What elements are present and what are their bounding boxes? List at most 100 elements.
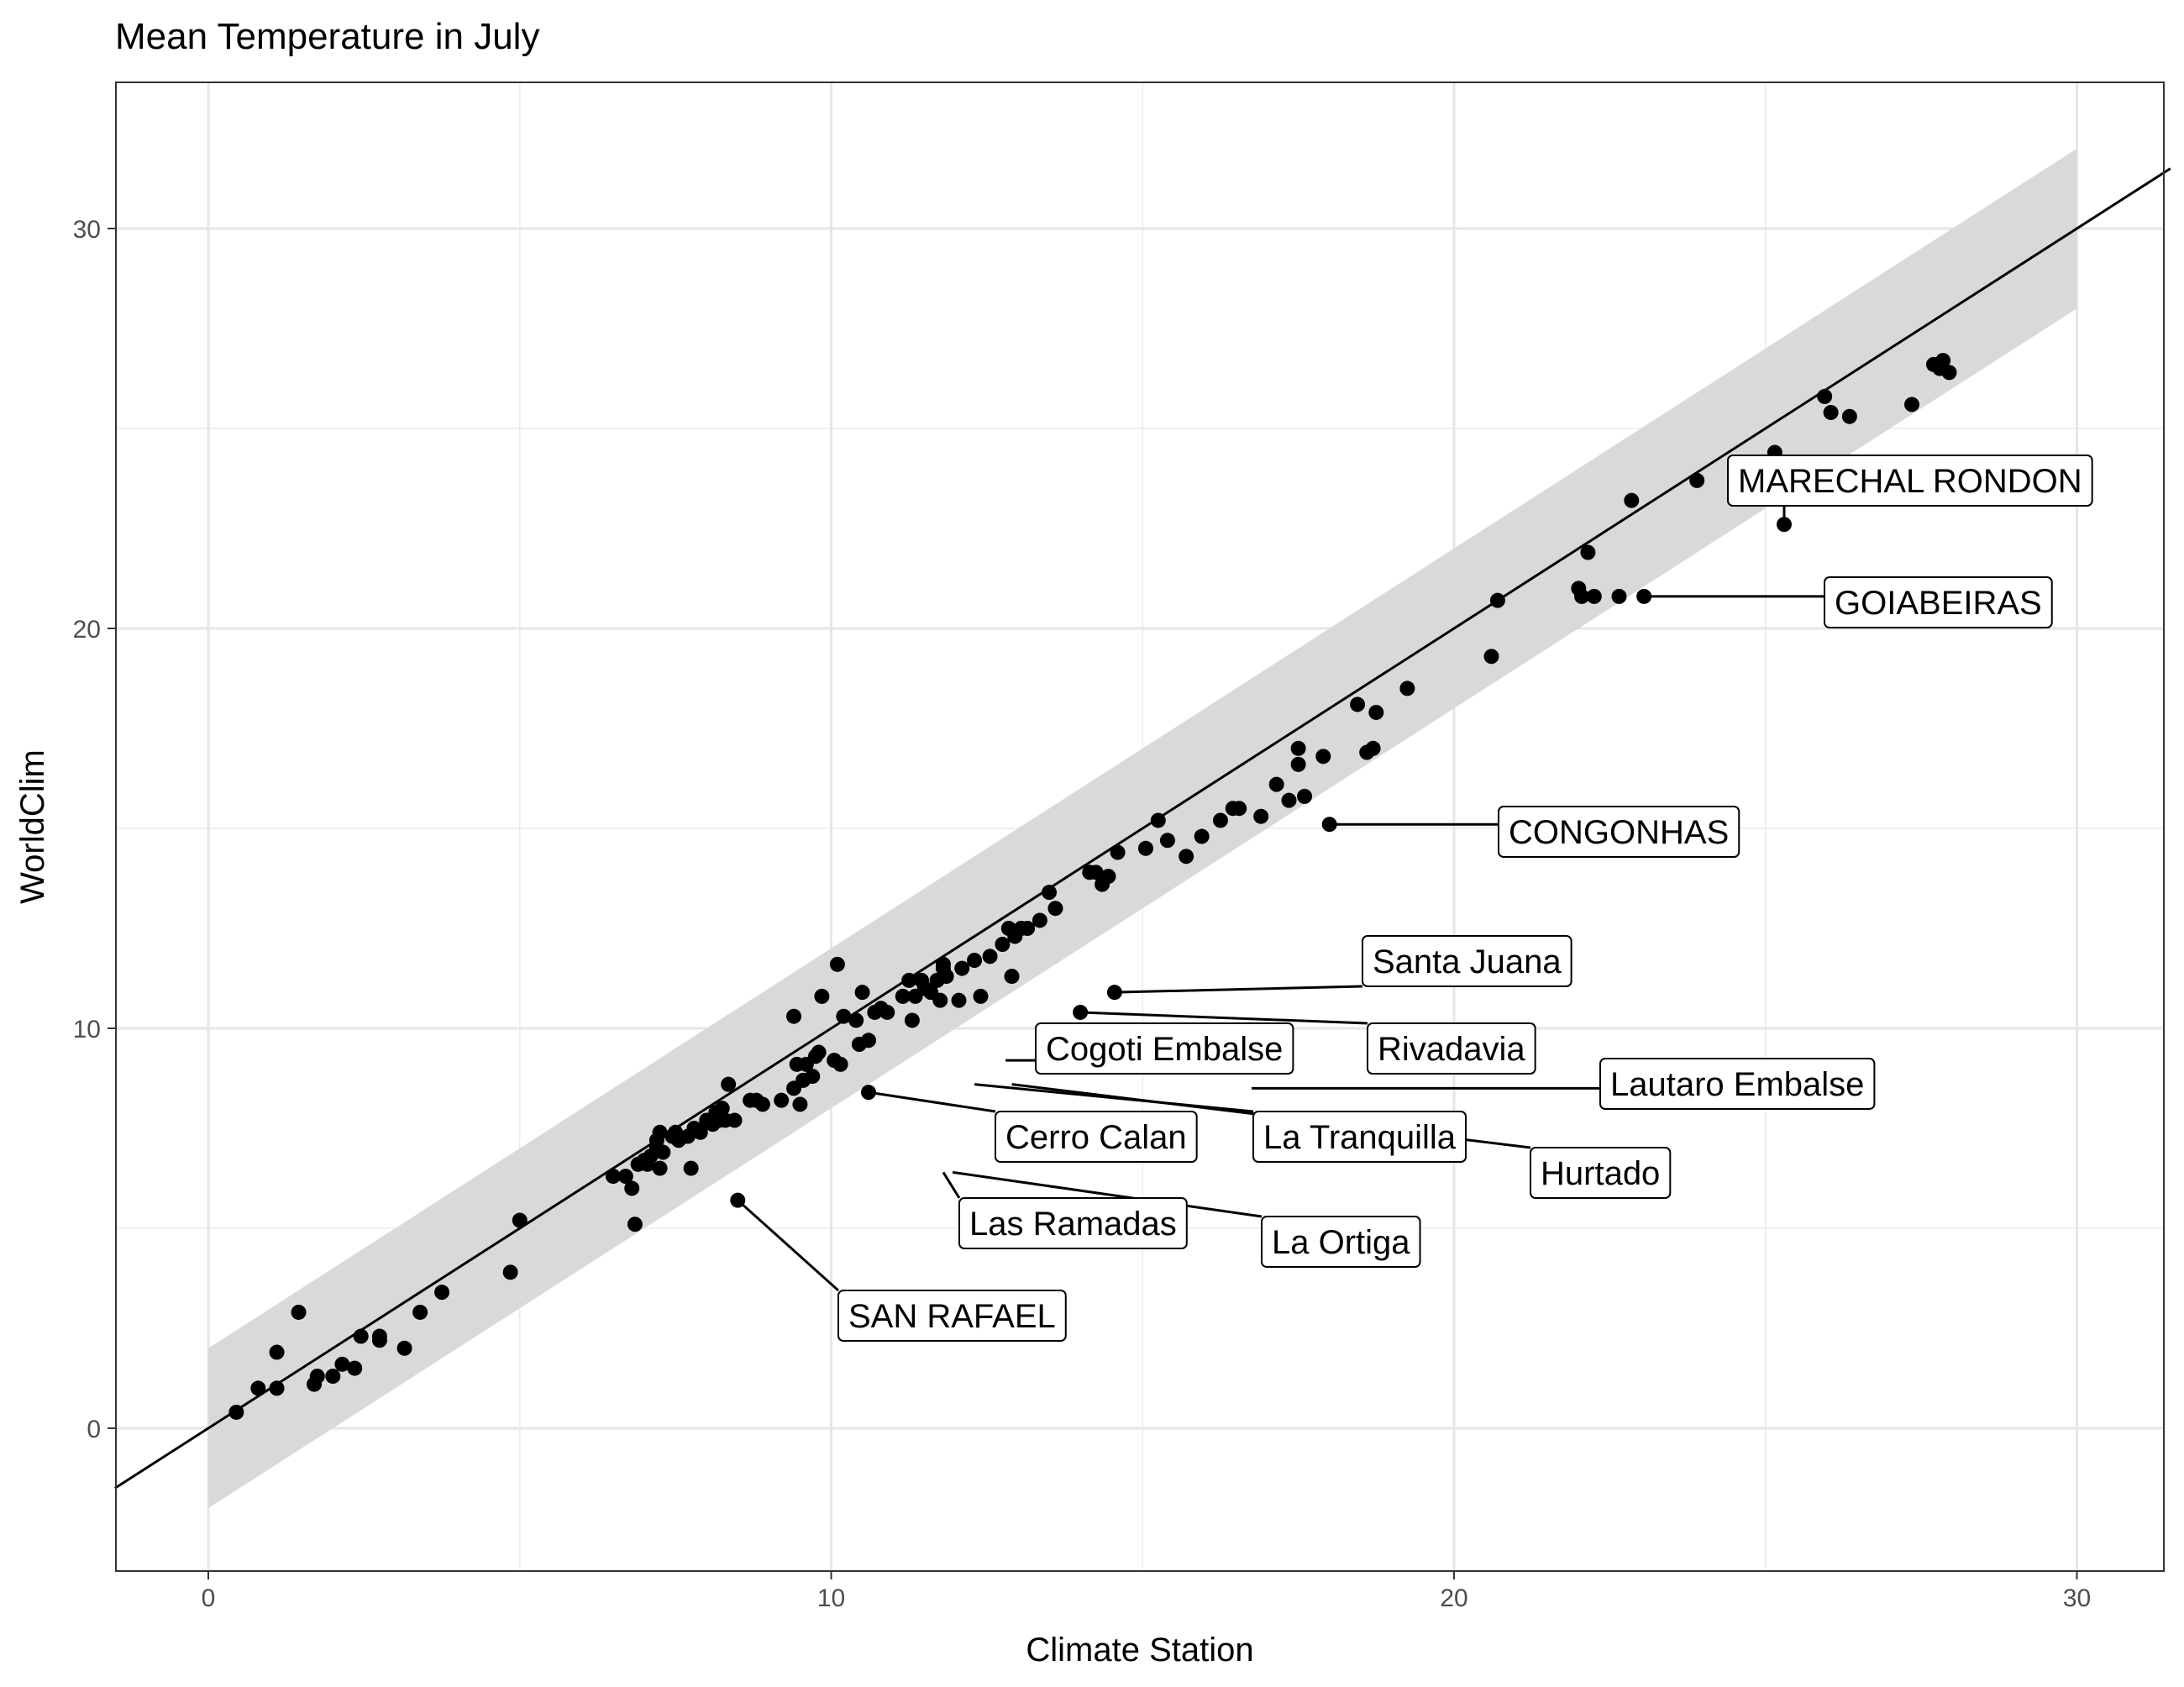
data-point xyxy=(1935,353,1951,369)
annotation-label-box xyxy=(1252,1111,1467,1163)
axis-layer: 0 10 20 30 0 10 20 30 xyxy=(73,216,2092,1612)
data-point xyxy=(1110,844,1126,860)
data-point xyxy=(325,1369,341,1385)
data-point xyxy=(1290,740,1306,756)
data-point xyxy=(1032,912,1047,928)
chart-title: Mean Temperature in July xyxy=(115,16,539,57)
data-point xyxy=(652,1124,668,1140)
annotation-label: Santa Juana xyxy=(1362,935,1572,987)
annotation-label: Hurtado xyxy=(1530,1147,1672,1199)
plot-border xyxy=(115,81,2165,1572)
annotation-label-box xyxy=(958,1197,1188,1249)
data-point xyxy=(811,1044,827,1060)
annotation-label-box xyxy=(1498,806,1740,858)
data-point xyxy=(774,1092,790,1108)
data-point xyxy=(792,1096,808,1112)
data-point xyxy=(1088,865,1104,880)
data-point xyxy=(995,937,1011,953)
reference-line xyxy=(113,167,2171,1490)
data-point xyxy=(805,1069,821,1085)
y-axis-tick-label: 30 xyxy=(73,216,101,244)
data-point xyxy=(951,992,967,1008)
annotation-label-text: SAN RAFAEL xyxy=(848,1298,1056,1335)
data-point xyxy=(879,1004,895,1020)
data-point xyxy=(269,1380,285,1396)
annotation-label: SAN RAFAEL xyxy=(837,1290,1067,1342)
data-point xyxy=(605,1169,621,1185)
annotation-label-box xyxy=(1035,1022,1294,1075)
data-point xyxy=(1689,472,1705,488)
data-point xyxy=(250,1380,266,1396)
data-point xyxy=(347,1360,363,1376)
annotation-label-box xyxy=(837,1290,1067,1342)
grid-layer xyxy=(116,82,2164,1571)
data-point xyxy=(1047,901,1063,917)
annotation-label: Lautaro Embalse xyxy=(1599,1058,1876,1110)
data-point xyxy=(1268,776,1284,792)
data-point xyxy=(512,1212,528,1228)
annotation-label-box xyxy=(1362,935,1572,987)
annotation-label-text: La Tranquilla xyxy=(1263,1119,1457,1156)
x-axis-title: Climate Station xyxy=(1026,1632,1253,1669)
data-point xyxy=(1941,365,1957,381)
x-axis-tick-label: 0 xyxy=(202,1585,216,1612)
data-point xyxy=(668,1124,684,1140)
data-point xyxy=(714,1101,730,1117)
annotation-label-box xyxy=(995,1111,1198,1163)
data-point xyxy=(860,1033,876,1048)
annotation-label-text: Santa Juana xyxy=(1373,943,1562,980)
data-point xyxy=(1817,388,1833,404)
data-point xyxy=(1159,833,1175,849)
annotation-label-text: Las Ramadas xyxy=(969,1206,1177,1243)
data-point xyxy=(228,1404,244,1420)
data-point xyxy=(1297,788,1313,804)
annotation-label: Cerro Calan xyxy=(995,1111,1198,1163)
annotation-leader-line xyxy=(952,1170,1263,1218)
data-point xyxy=(832,1056,848,1072)
annotation-leader-line xyxy=(868,1091,996,1113)
data-point xyxy=(895,988,911,1004)
annotation-label-box xyxy=(1599,1058,1876,1110)
y-axis-tick-label: 0 xyxy=(87,1416,101,1443)
annotation-label: Cogoti Embalse xyxy=(1035,1022,1294,1075)
annotation-label: CONGONHAS xyxy=(1498,806,1740,858)
data-point xyxy=(836,1008,852,1024)
data-point xyxy=(655,1144,671,1160)
data-point xyxy=(1179,849,1194,865)
y-axis-title: WorldClim xyxy=(14,749,51,904)
data-point xyxy=(353,1328,369,1344)
annotation-leader-line xyxy=(1114,985,1363,994)
data-point xyxy=(904,1012,920,1028)
data-point xyxy=(291,1304,307,1320)
reference-line-layer xyxy=(113,167,2171,1490)
data-point xyxy=(932,992,948,1008)
x-axis-tick-label: 30 xyxy=(2063,1585,2091,1612)
data-point xyxy=(727,1112,743,1128)
annotation-leader-line xyxy=(737,1199,840,1292)
data-point xyxy=(1281,792,1297,808)
data-point xyxy=(1574,588,1590,604)
annotation-label-text: CONGONHAS xyxy=(1509,814,1729,851)
data-point xyxy=(371,1332,387,1348)
data-point xyxy=(396,1340,412,1356)
annotation-label-box xyxy=(1367,1022,1536,1075)
data-point xyxy=(901,972,917,988)
data-point xyxy=(1350,696,1366,712)
data-point xyxy=(1489,592,1505,608)
data-point xyxy=(1368,704,1384,720)
data-point xyxy=(1365,740,1381,756)
data-point xyxy=(309,1369,325,1385)
annotation-label: La Tranquilla xyxy=(1252,1111,1467,1163)
data-point xyxy=(982,949,998,964)
data-point xyxy=(434,1285,450,1301)
annotation-leader-line xyxy=(942,1171,961,1199)
data-point xyxy=(683,1160,699,1176)
annotation-leader-line xyxy=(1080,1011,1368,1025)
data-point xyxy=(1231,801,1247,817)
data-point xyxy=(814,988,830,1004)
y-axis-tick-label: 10 xyxy=(73,1016,101,1043)
annotation-label: GOIABEIRAS xyxy=(1824,576,2053,628)
data-point xyxy=(1253,808,1269,824)
data-point xyxy=(967,953,983,969)
